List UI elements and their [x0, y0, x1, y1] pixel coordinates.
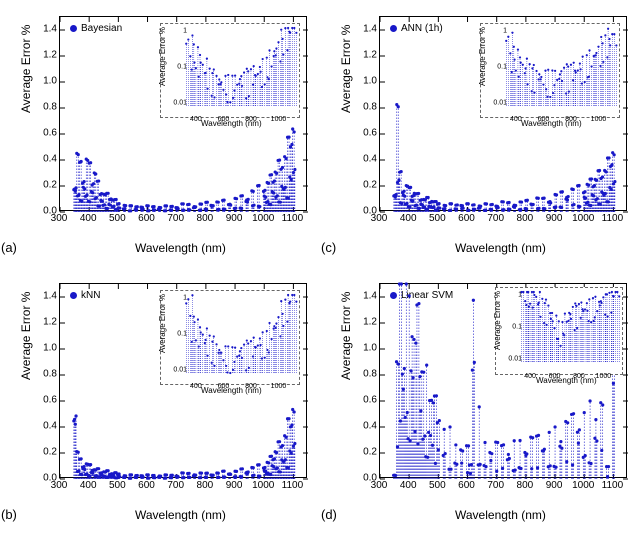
panel-tag: (c): [321, 240, 336, 255]
panel-c: (c)Average Error %Wavelength (nm)0.00.20…: [335, 8, 635, 255]
inset-x-ticks: 4006008001000: [189, 116, 295, 126]
inset-series: [509, 28, 615, 106]
plot-area: ANN (1h)Average Error %Wavelength (nm)0.…: [379, 16, 627, 211]
panel-b: (b)Average Error %Wavelength (nm)0.00.20…: [15, 275, 315, 522]
inset-series: [189, 295, 295, 373]
panel-a: (a)Average Error %Wavelength (nm)0.00.20…: [15, 8, 315, 255]
inset-plot-area: [524, 292, 618, 362]
inset-y-label: Average Error %: [478, 27, 487, 86]
inset-plot-area: [189, 295, 295, 373]
panel-d: (d)Average Error %Wavelength (nm)0.00.20…: [335, 275, 635, 522]
inset-plot: Average Error %Wavelength (nm)0.010.1140…: [160, 290, 300, 385]
y-ticks: 0.00.20.40.60.81.01.21.4: [37, 283, 59, 478]
inset-series: [524, 292, 618, 362]
x-ticks: 30040050060070080090010001100: [379, 213, 627, 227]
inset-x-ticks: 4006008001000: [189, 383, 295, 393]
y-ticks: 0.00.20.40.60.81.01.21.4: [37, 16, 59, 211]
x-ticks: 30040050060070080090010001100: [59, 213, 307, 227]
y-axis-label: Average Error %: [339, 25, 353, 113]
inset-plot-area: [189, 28, 295, 106]
inset-y-ticks: 0.010.11: [504, 288, 524, 374]
panel-tag: (b): [1, 507, 17, 522]
inset-plot: Average Error %Wavelength (nm)0.010.1140…: [495, 287, 623, 375]
x-axis-label: Wavelength (nm): [455, 241, 546, 255]
inset-plot: Average Error %Wavelength (nm)0.010.1140…: [480, 23, 620, 118]
figure-4panel: (a) Average Error % Wavelength (nm) 0.00.20…: [0, 0, 640, 534]
x-axis-label: Wavelength (nm): [455, 508, 546, 522]
y-axis-label: Average Error %: [339, 292, 353, 380]
inset-y-label: Average Error %: [493, 291, 502, 350]
plot-area: kNNAverage Error %Wavelength (nm)0.010.1…: [59, 283, 307, 478]
x-axis-label: Wavelength (nm): [135, 241, 226, 255]
inset-plot: Average Error %Wavelength (nm)0.010.1140…: [160, 23, 300, 118]
x-axis-label: Wavelength (nm): [135, 508, 226, 522]
panel-tag: (a): [1, 240, 17, 255]
inset-x-ticks: 4006008001000: [509, 116, 615, 126]
plot-area: Linear SVMAverage Error %Wavelength (nm)…: [379, 283, 627, 478]
inset-series: [189, 28, 295, 106]
y-axis-label: Average Error %: [19, 25, 33, 113]
inset-x-ticks: 4006008001000: [524, 373, 618, 383]
x-ticks: 30040050060070080090010001100: [379, 480, 627, 494]
plot-area: BayesianAverage Error %Wavelength (nm)0.…: [59, 16, 307, 211]
inset-plot-area: [509, 28, 615, 106]
y-ticks: 0.00.20.40.60.81.01.21.4: [357, 16, 379, 211]
inset-y-label: Average Error %: [158, 27, 167, 86]
panel-tag: (d): [321, 507, 337, 522]
y-ticks: 0.00.20.40.60.81.01.21.4: [357, 283, 379, 478]
x-ticks: 30040050060070080090010001100: [59, 480, 307, 494]
inset-y-label: Average Error %: [158, 294, 167, 353]
y-axis-label: Average Error %: [19, 292, 33, 380]
